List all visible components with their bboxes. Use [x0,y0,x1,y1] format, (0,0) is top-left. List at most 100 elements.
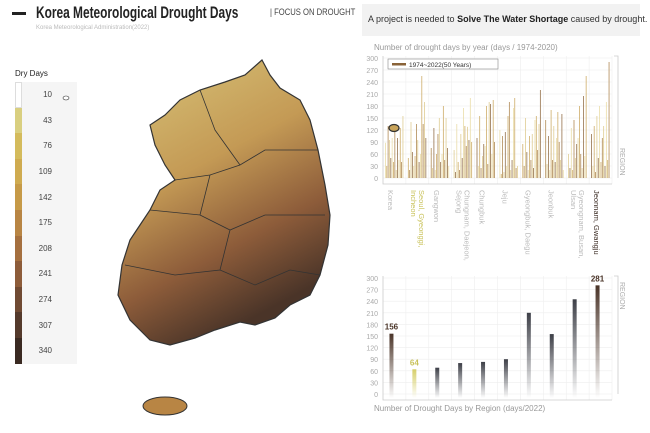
year-bar [535,116,537,178]
year-bar [526,152,528,178]
year-bar [513,108,514,178]
legend-step: 10 [15,82,77,108]
legend-label: 241 [38,269,52,279]
year-bar [607,160,609,178]
y-tick-label: 120 [366,128,378,135]
year-bar [579,106,580,178]
legend-label: 274 [38,295,52,305]
legend-swatch [15,261,22,287]
region-label: Chungnam, Daejeon, Sejong [454,190,472,261]
year-bar [550,110,552,178]
year-bar [432,168,433,178]
year-bar [534,120,536,178]
year-bar [438,118,440,178]
y-tick-label: 120 [366,346,378,353]
year-bar [420,154,421,178]
region-label: Chungbuk [477,190,487,225]
year-bar [570,128,572,178]
year-bar [554,162,556,178]
legend-label: 142 [38,192,52,202]
province-borders [124,89,325,286]
year-bar [522,144,524,178]
legend-swatch [15,133,22,159]
mainland [117,59,331,346]
region-label: Jeonbuk [546,190,556,219]
year-bar [417,140,419,178]
year-bar [422,124,424,178]
year-bar [468,140,470,178]
title-dash [12,12,26,15]
yearly-chart-title: Number of drought days by year (days / 1… [374,43,558,52]
legend-title: Dry Days [15,69,48,78]
year-bar [483,144,485,178]
legend-swatch [15,286,22,313]
y-tick-label: 60 [370,369,378,376]
year-bar [430,148,432,178]
year-bar [386,166,388,178]
year-bar [557,112,559,178]
year-bar [467,126,468,178]
year-bar [479,116,481,178]
y-tick-label: 300 [366,56,378,63]
year-bar [601,138,603,178]
year-bar [425,138,427,178]
region-bar [572,299,577,398]
axis-line [382,56,612,185]
side-label: REGION [618,282,625,310]
year-bar [506,166,508,178]
year-bar [595,172,596,178]
legend-swatch [15,209,22,236]
legend-text: 1974~2022(50 Years) [409,62,471,69]
y-tick-label: 240 [366,80,378,87]
year-bar [398,160,400,178]
year-bar [500,174,502,178]
year-bar [597,158,599,178]
y-tick-label: 0 [374,392,378,399]
korea-map [62,59,331,416]
color-legend: 10 43 76 109 142 175 208 241 274 307 340 [15,82,77,364]
bar-data-label: 281 [591,274,605,283]
year-bar [507,116,509,178]
year-bar [548,136,549,178]
year-bar [391,138,393,178]
y-tick-label: 150 [366,116,378,123]
year-bar [402,116,404,178]
side-label: REGION [618,148,625,176]
year-bar [414,156,416,178]
region-label: Seoul, Gyeonggi, Incheon [408,190,426,248]
banner: A project is needed to Solve The Water S… [362,4,647,36]
year-bar [572,170,574,178]
year-bar [416,124,417,178]
year-bar [433,128,435,178]
year-bar [549,170,551,178]
year-bar [596,116,598,178]
legend-box [387,58,499,70]
year-bar [482,156,483,178]
y-tick-label: 270 [366,68,378,75]
year-bar [424,102,425,178]
year-bar [471,142,473,178]
legend-swatch [15,158,22,185]
y-tick-label: 30 [370,164,378,171]
region-labels: Korea Seoul, Gyeonggi, Incheon Gangwon Chun… [380,190,620,268]
year-bar [494,142,495,178]
year-bar [448,166,450,178]
year-bar [469,98,471,178]
year-bar [583,96,584,178]
legend-step: 43 [15,107,77,134]
y-tick-label: 90 [370,357,378,364]
year-bar [504,132,506,178]
year-bar [445,118,447,178]
region-bar [435,367,440,398]
year-bar [413,166,415,178]
year-bar [480,168,482,178]
year-bar [560,160,561,178]
year-bar [580,154,582,178]
legend-step: 307 [15,312,77,338]
legend-label: 307 [38,320,52,330]
year-bar [434,170,436,178]
highlight-marker [388,123,400,133]
year-bar [401,162,402,178]
year-bar [437,134,439,178]
year-bar [600,162,602,178]
